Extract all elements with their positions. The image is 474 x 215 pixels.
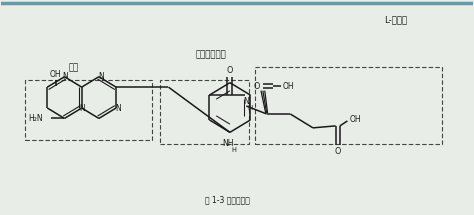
Text: O: O xyxy=(254,82,260,91)
Text: OH: OH xyxy=(283,82,295,91)
Text: N: N xyxy=(116,104,121,113)
Text: 对氨基苯甲酸: 对氨基苯甲酸 xyxy=(196,50,227,59)
Text: O: O xyxy=(227,66,233,75)
Text: H: H xyxy=(247,106,252,112)
Text: O: O xyxy=(335,147,341,156)
Text: OH: OH xyxy=(50,70,62,79)
Text: NH: NH xyxy=(222,139,233,148)
Bar xyxy=(25,80,152,140)
Text: 蝶啼: 蝶啼 xyxy=(69,63,79,72)
Text: N: N xyxy=(99,72,104,81)
Text: L-谷氨酸: L-谷氨酸 xyxy=(384,15,407,24)
Text: OH: OH xyxy=(350,115,361,124)
Text: N: N xyxy=(62,72,68,81)
Bar xyxy=(160,80,249,144)
Text: N: N xyxy=(79,104,85,113)
Text: 图 1-3 叶酸的结构: 图 1-3 叶酸的结构 xyxy=(205,195,250,204)
Bar xyxy=(255,67,442,144)
Text: H: H xyxy=(231,147,236,153)
Text: H₂N: H₂N xyxy=(28,114,43,123)
Text: N: N xyxy=(243,97,249,106)
